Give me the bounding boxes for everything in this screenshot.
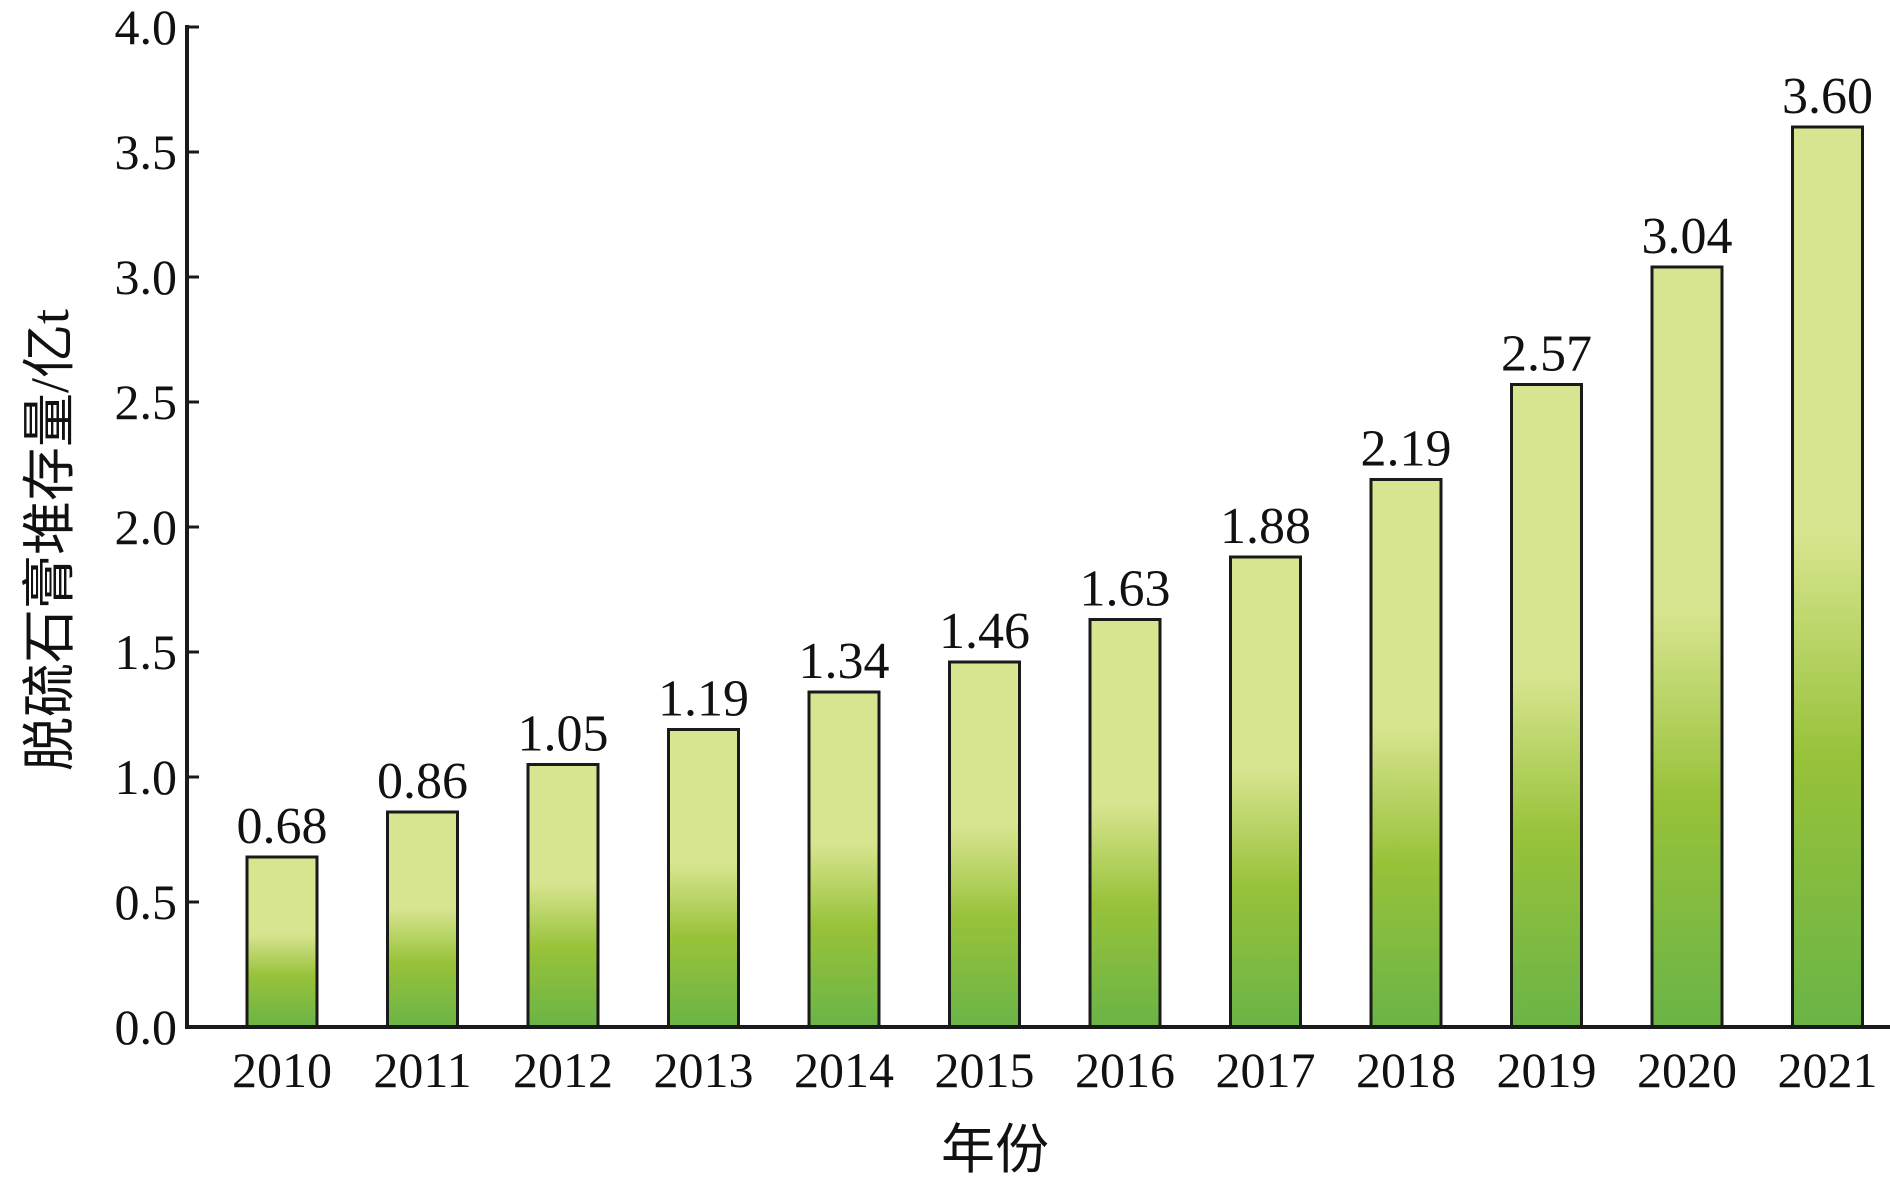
data-labels: 0.68 0.86 1.05 1.19 1.34 1.46 1.63 1.88 2.19 2.57… bbox=[237, 68, 1874, 855]
x-tick-label-2010: 2010 bbox=[232, 1042, 332, 1098]
bar-2016 bbox=[1088, 618, 1162, 1029]
bar-2017 bbox=[1229, 555, 1302, 1029]
x-axis: 2010 2011 2012 2013 2014 2015 2016 2017 2018 2019… bbox=[185, 1025, 1890, 1098]
x-tick-label-2014: 2014 bbox=[794, 1042, 894, 1098]
bar-2015 bbox=[948, 660, 1021, 1029]
bar-2014 bbox=[807, 690, 881, 1029]
bar-2021 bbox=[1791, 125, 1864, 1029]
x-tick-label-2011: 2011 bbox=[373, 1042, 471, 1098]
bar-2013 bbox=[667, 728, 740, 1029]
bar-2018 bbox=[1369, 478, 1443, 1029]
y-tick-label: 0.5 bbox=[115, 874, 178, 930]
data-label-2011: 0.86 bbox=[377, 753, 468, 810]
x-tick-label-2018: 2018 bbox=[1356, 1042, 1456, 1098]
data-label-2016: 1.63 bbox=[1080, 561, 1171, 618]
x-tick-label-2019: 2019 bbox=[1497, 1042, 1597, 1098]
y-tick-label: 2.0 bbox=[115, 499, 178, 555]
x-tick-label-2015: 2015 bbox=[935, 1042, 1035, 1098]
bars bbox=[245, 125, 1864, 1029]
x-tick-label-2013: 2013 bbox=[654, 1042, 754, 1098]
data-label-2012: 1.05 bbox=[518, 706, 609, 763]
data-label-2017: 1.88 bbox=[1220, 498, 1311, 555]
data-label-2020: 3.04 bbox=[1642, 208, 1733, 265]
data-label-2014: 1.34 bbox=[799, 633, 890, 690]
x-axis-title: 年份 bbox=[941, 1120, 1049, 1180]
x-tick-label-2016: 2016 bbox=[1075, 1042, 1175, 1098]
y-axis-title: 脱硫石膏堆存量/亿t bbox=[20, 309, 80, 771]
y-tick-label: 3.0 bbox=[115, 249, 178, 305]
y-tick-label: 1.0 bbox=[115, 749, 178, 805]
bar-2012 bbox=[526, 763, 600, 1029]
bar-2019 bbox=[1510, 383, 1583, 1029]
data-label-2021: 3.60 bbox=[1782, 68, 1873, 125]
y-tick-label: 4.0 bbox=[115, 0, 178, 55]
y-tick-label: 1.5 bbox=[115, 624, 178, 680]
data-label-2015: 1.46 bbox=[939, 603, 1030, 660]
x-tick-label-2017: 2017 bbox=[1216, 1042, 1316, 1098]
data-label-2010: 0.68 bbox=[237, 798, 328, 855]
data-label-2019: 2.57 bbox=[1501, 326, 1592, 383]
data-label-2018: 2.19 bbox=[1361, 421, 1452, 478]
y-ticks: 0.0 0.5 1.0 1.5 2.0 2.5 3.0 3.5 4.0 bbox=[115, 0, 199, 1055]
x-tick-label-2021: 2021 bbox=[1778, 1042, 1878, 1098]
y-tick-label: 2.5 bbox=[115, 374, 178, 430]
y-tick-label: 3.5 bbox=[115, 124, 178, 180]
bar-2020 bbox=[1650, 265, 1724, 1029]
y-axis: 0.0 0.5 1.0 1.5 2.0 2.5 3.0 3.5 4.0 bbox=[115, 0, 199, 1055]
data-label-2013: 1.19 bbox=[658, 671, 749, 728]
x-tick-label-2012: 2012 bbox=[513, 1042, 613, 1098]
plot-area: 0.68 0.86 1.05 1.19 1.34 1.46 1.63 1.88 2.19 2.57… bbox=[237, 68, 1874, 1029]
x-tick-label-2020: 2020 bbox=[1637, 1042, 1737, 1098]
x-ticks: 2010 2011 2012 2013 2014 2015 2016 2017 2018 2019… bbox=[232, 1042, 1878, 1098]
bar-2010 bbox=[245, 855, 319, 1029]
bar-2011 bbox=[386, 810, 459, 1029]
y-tick-label: 0.0 bbox=[115, 999, 178, 1055]
